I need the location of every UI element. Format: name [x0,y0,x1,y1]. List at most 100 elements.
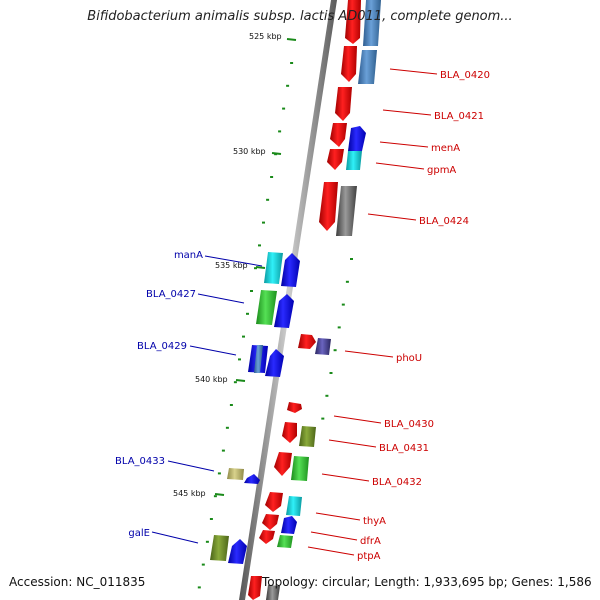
gene-arrow [256,290,277,325]
gene-label-bla-0431: BLA_0431 [379,443,429,454]
tick-dot [229,404,233,406]
tick-dot [329,372,333,374]
tick-dot [337,326,341,329]
tick-mark-540 [235,379,246,382]
gene-arrow [315,338,331,355]
gene-arrow [210,535,229,561]
gene-arrow [358,50,377,84]
tick-dot [250,290,253,292]
gene-arrow [319,182,338,231]
tick-label-530: 530 kbp [233,147,266,156]
gene-arrow [348,126,366,151]
gene-arrow [281,516,297,534]
tick-dot [278,130,282,133]
tick-dot [246,312,249,315]
tick-dot [213,495,217,498]
gene-label-gale: galE [128,528,150,539]
tick-dot [254,267,257,270]
gene-label-bla-0433: BLA_0433 [115,456,165,467]
tick-dot [290,62,294,64]
tick-dot [270,176,274,178]
gene-arrow [299,426,316,447]
gene-label-bla-0421: BLA_0421 [434,111,484,122]
leader-lines-left [151,255,263,544]
tick-dots-left [197,62,294,589]
gene-arrow [266,585,280,600]
gene-arrow [265,349,284,377]
gene-label-mena: menA [431,143,460,154]
gene-arrow [291,456,309,481]
tick-dot [201,563,205,566]
tick-label-525: 525 kbp [249,32,282,41]
gene-label-dfra: dfrA [360,536,381,547]
tick-mark-530 [271,152,282,155]
accession-text: Accession: NC_011835 [9,575,146,589]
tick-mark-525 [286,38,297,41]
gene-arrow [346,151,362,170]
genes-left [210,252,300,564]
gene-arrow [286,496,302,516]
gene-arrow [277,535,293,548]
tick-dot [325,394,329,397]
gene-arrow [274,452,292,476]
gene-arrow [262,514,279,530]
scale-ticks: 525 kbp 530 kbp 535 kbp 540 kbp 545 kbp [173,32,297,498]
gene-label-bla-0420: BLA_0420 [440,70,490,81]
gene-arrow [259,530,275,544]
tick-dot [341,303,345,306]
tick-dot [333,349,337,352]
tick-dot [205,540,209,543]
gene-arrow [287,402,302,413]
tick-dot [242,335,245,338]
gene-arrow [248,576,262,600]
topology-text: Topology: circular; Length: 1,933,695 bp… [262,575,592,589]
gene-arrow [264,252,283,284]
gene-label-mana: manA [174,250,203,261]
tick-dot [233,381,237,384]
genes-right-inner [248,0,361,600]
tick-dot [197,586,201,589]
gene-arrow [274,294,294,328]
gene-arrow [227,468,244,480]
tick-dot [266,198,270,201]
tick-dots-right [321,258,353,420]
tick-dot [262,221,265,224]
tick-label-545: 545 kbp [173,489,206,498]
gene-arrow [298,334,316,349]
gene-label-gpma: gpmA [427,165,456,176]
gene-arrow [282,422,297,443]
gene-arrow [336,186,357,236]
gene-arrow [363,0,381,46]
gene-arrow [335,87,352,121]
gene-arrow [281,253,300,287]
tick-dot [221,449,225,452]
tick-mark-545 [214,493,225,496]
tick-mark-535 [255,266,266,269]
tick-dot [225,426,229,429]
leader-lines-right [307,68,438,556]
gene-label-bla-0424: BLA_0424 [419,216,469,227]
tick-label-535: 535 kbp [215,261,248,270]
genes-right-outer [266,0,381,600]
gene-arrow [244,474,260,484]
gene-label-bla-0432: BLA_0432 [372,477,422,488]
gene-arrow [330,123,347,147]
tick-dot [345,280,349,283]
tick-dot [209,518,213,520]
gene-label-ptpa: ptpA [357,551,381,562]
gene-arrow [254,345,263,373]
gene-arrow [228,539,247,564]
tick-dot [282,107,286,110]
tick-dot [217,472,221,475]
gene-labels-right: BLA_0420 BLA_0421 menA gpmA BLA_0424 pho… [357,70,490,562]
genome-title: Bifidobacterium animalis subsp. lactis A… [87,9,513,24]
gene-label-bla-0427: BLA_0427 [146,289,196,300]
gene-label-thya: thyA [363,516,386,527]
gene-arrow [341,46,357,82]
gene-arrow [327,149,344,170]
gene-arrow [265,492,283,512]
tick-dot [350,258,353,260]
tick-dot [286,84,290,87]
